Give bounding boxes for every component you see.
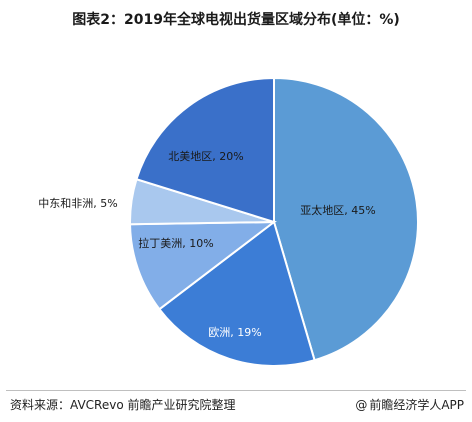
chart-title: 图表2：2019年全球电视出货量区域分布(单位：%)	[72, 12, 400, 28]
slice-label-3: 拉丁美洲, 10%	[138, 236, 213, 250]
footer-divider	[6, 390, 466, 391]
brand-credit: @ 前瞻经济学人APP	[355, 396, 464, 413]
brand-label: 前瞻经济学人APP	[369, 398, 464, 412]
at-sign-icon: @	[355, 398, 368, 412]
slice-label-1: 亚太地区, 45%	[300, 204, 375, 217]
pie-chart: 亚太地区, 45% 欧洲, 19% 拉丁美洲, 10% 中东和非洲, 5% 北美地区, …	[38, 76, 420, 367]
slice-label-4: 中东和非洲, 5%	[38, 197, 117, 210]
source-note: 资料来源：AVCRevo 前瞻产业研究院整理	[10, 398, 236, 412]
slice-label-2: 欧洲, 19%	[208, 326, 261, 339]
pie-slice-3	[129, 220, 278, 311]
pie-slice-1	[273, 76, 420, 362]
pie-slice-5	[135, 76, 275, 224]
pie-slice-2	[158, 220, 316, 367]
slice-label-5: 北美地区, 20%	[168, 150, 243, 163]
